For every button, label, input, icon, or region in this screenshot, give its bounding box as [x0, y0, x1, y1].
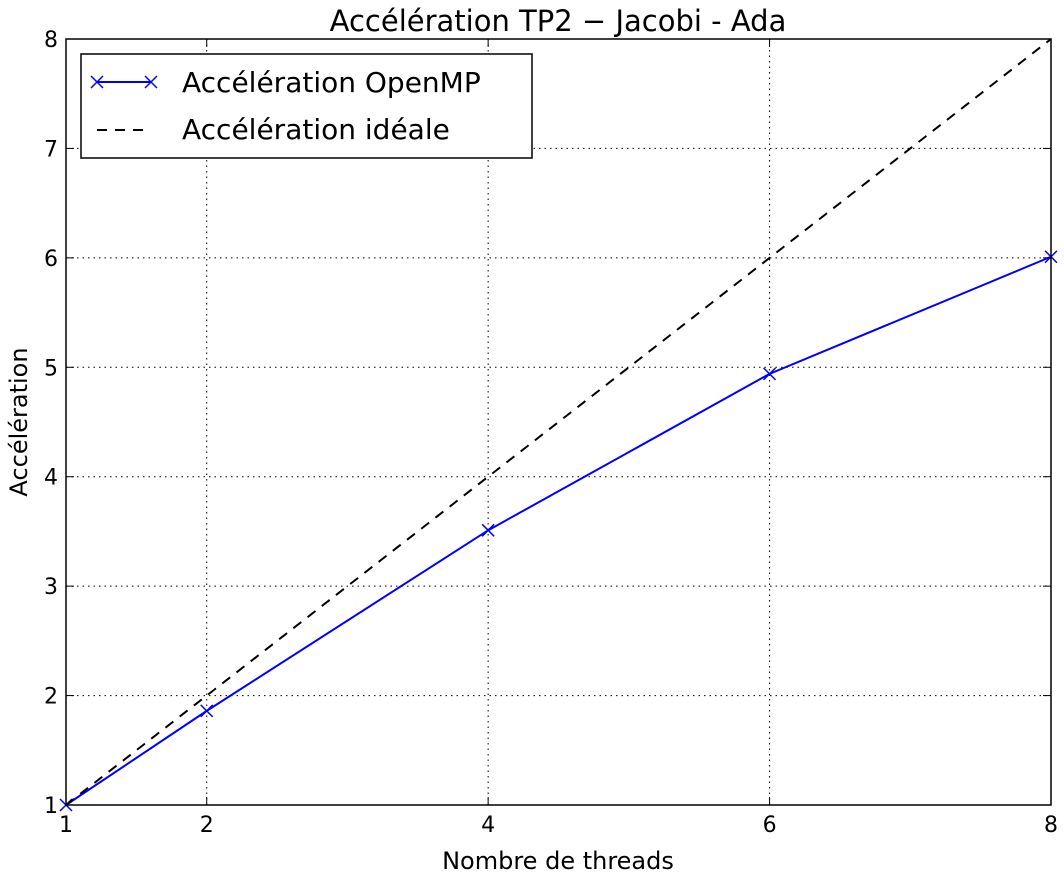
x-tick-label: 8	[1044, 813, 1058, 838]
chart-title: Accélération TP2 − Jacobi - Ada	[330, 4, 787, 38]
x-tick-label: 4	[481, 813, 495, 838]
y-tick-label: 4	[44, 466, 58, 491]
data-point-marker	[763, 367, 777, 381]
tick-layer: 1 2 4 6 8 1 2 3 4 5 6 7 8	[44, 28, 1058, 838]
y-tick-label: 6	[44, 247, 58, 272]
x-tick-label: 1	[59, 813, 73, 838]
series-line-1	[65, 38, 1052, 806]
legend-marker-openmp	[90, 75, 158, 89]
y-tick-label: 8	[44, 28, 58, 53]
legend-label-ideal: Accélération idéale	[182, 113, 450, 146]
legend: Accélération OpenMP Accélération idéale	[80, 53, 533, 159]
data-point-marker	[481, 523, 495, 537]
y-axis-label: Accélération	[5, 347, 33, 496]
y-tick-label: 1	[44, 794, 58, 819]
legend-box	[80, 53, 533, 159]
x-axis-label: Nombre de threads	[442, 847, 674, 875]
x-tick-label: 6	[763, 813, 777, 838]
legend-label-openmp: Accélération OpenMP	[182, 66, 481, 99]
y-tick-label: 5	[44, 356, 58, 381]
y-tick-label: 2	[44, 685, 58, 710]
grid-layer	[66, 39, 1051, 805]
y-tick-label: 7	[44, 137, 58, 162]
data-point-marker	[200, 704, 214, 718]
y-tick-label: 3	[44, 575, 58, 600]
x-tick-label: 2	[200, 813, 214, 838]
plot-frame	[65, 38, 1052, 806]
